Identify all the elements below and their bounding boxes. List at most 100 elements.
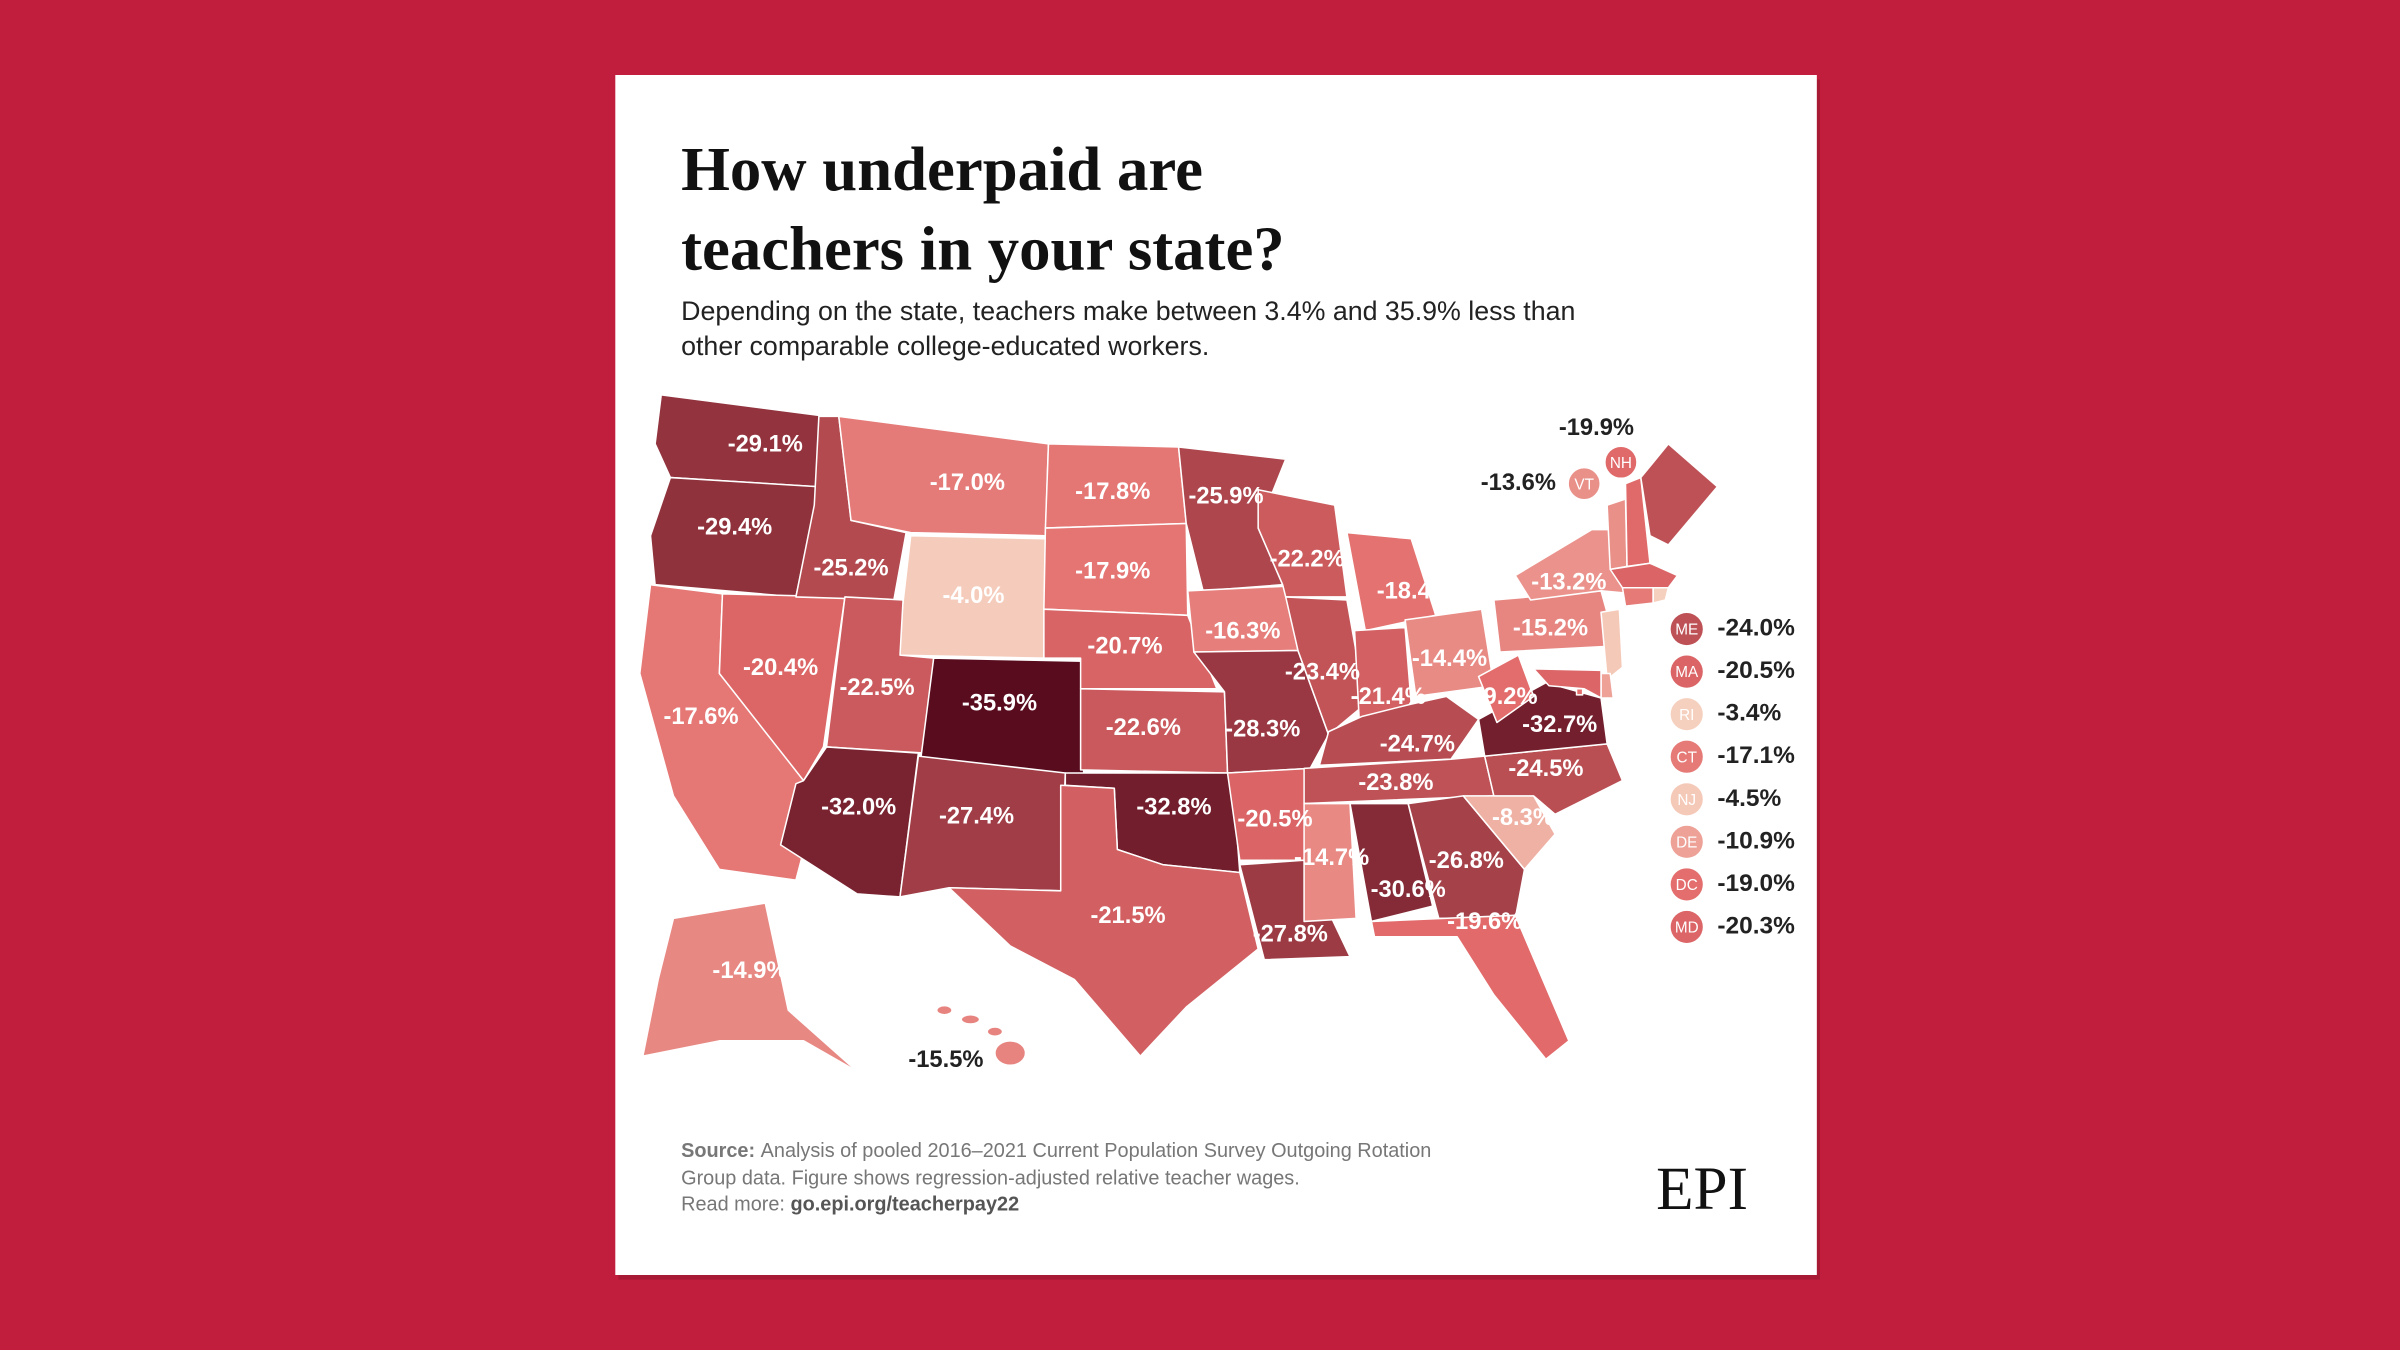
- title-line: teachers in your state?: [681, 213, 1285, 283]
- callout-abbr: VT: [1574, 476, 1594, 493]
- legend-dot: [1670, 825, 1703, 858]
- legend-dot: [1670, 698, 1703, 731]
- state-label: -21.5%: [1090, 903, 1165, 929]
- legend-abbr: DE: [1676, 834, 1697, 851]
- legend-dot: [1670, 740, 1703, 773]
- legend-value: -24.0%: [1717, 615, 1795, 642]
- subtitle-line: other comparable college-educated worker…: [681, 331, 1209, 361]
- state-label: -15.5%: [908, 1047, 983, 1073]
- state: [642, 902, 858, 1073]
- read-more-lead: Read more:: [681, 1194, 785, 1216]
- state-label: -16.3%: [1205, 618, 1280, 644]
- state-label: -14.7%: [1294, 845, 1369, 871]
- legend-dot: [1670, 783, 1703, 816]
- state-label: -32.7%: [1522, 712, 1597, 738]
- state: [1575, 688, 1584, 696]
- state: [1600, 608, 1624, 681]
- callout-value: -13.6%: [1481, 470, 1556, 496]
- legend-dot: [1670, 613, 1703, 646]
- subtitle-line: Depending on the state, teachers make be…: [681, 296, 1575, 326]
- legend-dot: [1670, 868, 1703, 901]
- state-label: -27.4%: [939, 804, 1014, 830]
- state-label: -18.4%: [1377, 579, 1452, 605]
- state-label: -25.9%: [1188, 484, 1263, 510]
- state-label: -26.8%: [1429, 848, 1504, 874]
- legend-abbr: RI: [1679, 707, 1694, 724]
- state-label: -14.4%: [1412, 646, 1487, 672]
- state: [1407, 795, 1526, 920]
- state-label: -32.8%: [1136, 794, 1211, 820]
- state-label: -23.4%: [1285, 660, 1360, 686]
- state: [838, 415, 1050, 537]
- state-label: -20.4%: [743, 655, 818, 681]
- state: [1318, 695, 1480, 767]
- read-more: Read more: go.epi.org/teacherpay22: [681, 1194, 1019, 1216]
- state-label: -24.7%: [1380, 732, 1455, 758]
- callout-value: -19.9%: [1559, 415, 1634, 441]
- map: [639, 394, 1719, 1073]
- state-label: -29.4%: [697, 514, 772, 540]
- state: [1477, 681, 1608, 757]
- state: [1621, 586, 1654, 607]
- callout-dot: [1604, 445, 1638, 480]
- state-label: -23.8%: [1358, 770, 1433, 796]
- logo: EPI: [1656, 1155, 1748, 1223]
- source-text: Analysis of pooled 2016–2021 Current Pop…: [761, 1140, 1432, 1162]
- legend-abbr: DC: [1676, 877, 1698, 894]
- state-label: -25.2%: [813, 556, 888, 582]
- state-label: -19.2%: [1462, 684, 1537, 710]
- state: [1477, 654, 1535, 724]
- state-label: -4.0%: [942, 583, 1004, 609]
- legend-value: -20.5%: [1717, 657, 1795, 684]
- state-label: -27.8%: [1253, 921, 1328, 947]
- legend-value: -4.5%: [1717, 785, 1781, 812]
- legend-abbr: MA: [1675, 664, 1699, 681]
- state: [1303, 802, 1357, 923]
- source-text: Group data. Figure shows regression-adju…: [681, 1168, 1300, 1190]
- state-label: -29.1%: [728, 432, 803, 458]
- title-line: How underpaid are: [681, 134, 1203, 204]
- state-label: -22.5%: [839, 675, 914, 701]
- state-label: -8.3%: [1492, 805, 1554, 831]
- state: [1239, 859, 1351, 961]
- state-label: -13.2%: [1531, 569, 1606, 595]
- state-label: -30.6%: [1371, 877, 1446, 903]
- legend-value: -19.0%: [1717, 870, 1795, 897]
- state-label: -24.5%: [1508, 756, 1583, 782]
- map-labels: -29.1% -29.4% -17.6%-20.4% -25.2% -17.0% -4.0…: [663, 415, 1795, 1073]
- state: [948, 784, 1259, 1057]
- state-label: -19.6%: [1447, 909, 1522, 935]
- source-lead: Source:: [681, 1140, 755, 1162]
- state: [1284, 596, 1367, 736]
- state-label: -17.0%: [930, 470, 1005, 496]
- state: [1600, 672, 1615, 699]
- callout-dot: [1567, 466, 1602, 501]
- legend-abbr: MD: [1675, 920, 1699, 937]
- state: [1370, 914, 1570, 1060]
- state-label: -20.5%: [1237, 807, 1312, 833]
- legend-value: -3.4%: [1717, 700, 1781, 727]
- state-label: -22.2%: [1270, 546, 1345, 572]
- legend-abbr: NJ: [1677, 792, 1696, 809]
- legend-dot: [1670, 655, 1703, 688]
- state-label: -21.4%: [1351, 684, 1426, 710]
- legend-value: -17.1%: [1717, 742, 1795, 769]
- state-label: -17.9%: [1075, 559, 1150, 585]
- legend-abbr: CT: [1677, 749, 1697, 766]
- read-more-link[interactable]: go.epi.org/teacherpay22: [790, 1194, 1019, 1216]
- state: [1532, 668, 1602, 699]
- state-label: -15.2%: [1513, 615, 1588, 641]
- legend-value: -10.9%: [1717, 827, 1795, 854]
- callout-abbr: NH: [1610, 455, 1632, 472]
- state-label: -20.7%: [1087, 634, 1162, 660]
- state-label: -17.6%: [663, 704, 738, 730]
- state: [1606, 498, 1628, 571]
- state-label: -17.8%: [1075, 479, 1150, 505]
- state: [649, 476, 820, 598]
- state-label: -28.3%: [1225, 716, 1300, 742]
- legend-value: -20.3%: [1717, 912, 1795, 939]
- state: [1349, 802, 1434, 923]
- source: Source: Analysis of pooled 2016–2021 Cur…: [681, 1140, 1431, 1162]
- state-label: -22.6%: [1106, 715, 1181, 741]
